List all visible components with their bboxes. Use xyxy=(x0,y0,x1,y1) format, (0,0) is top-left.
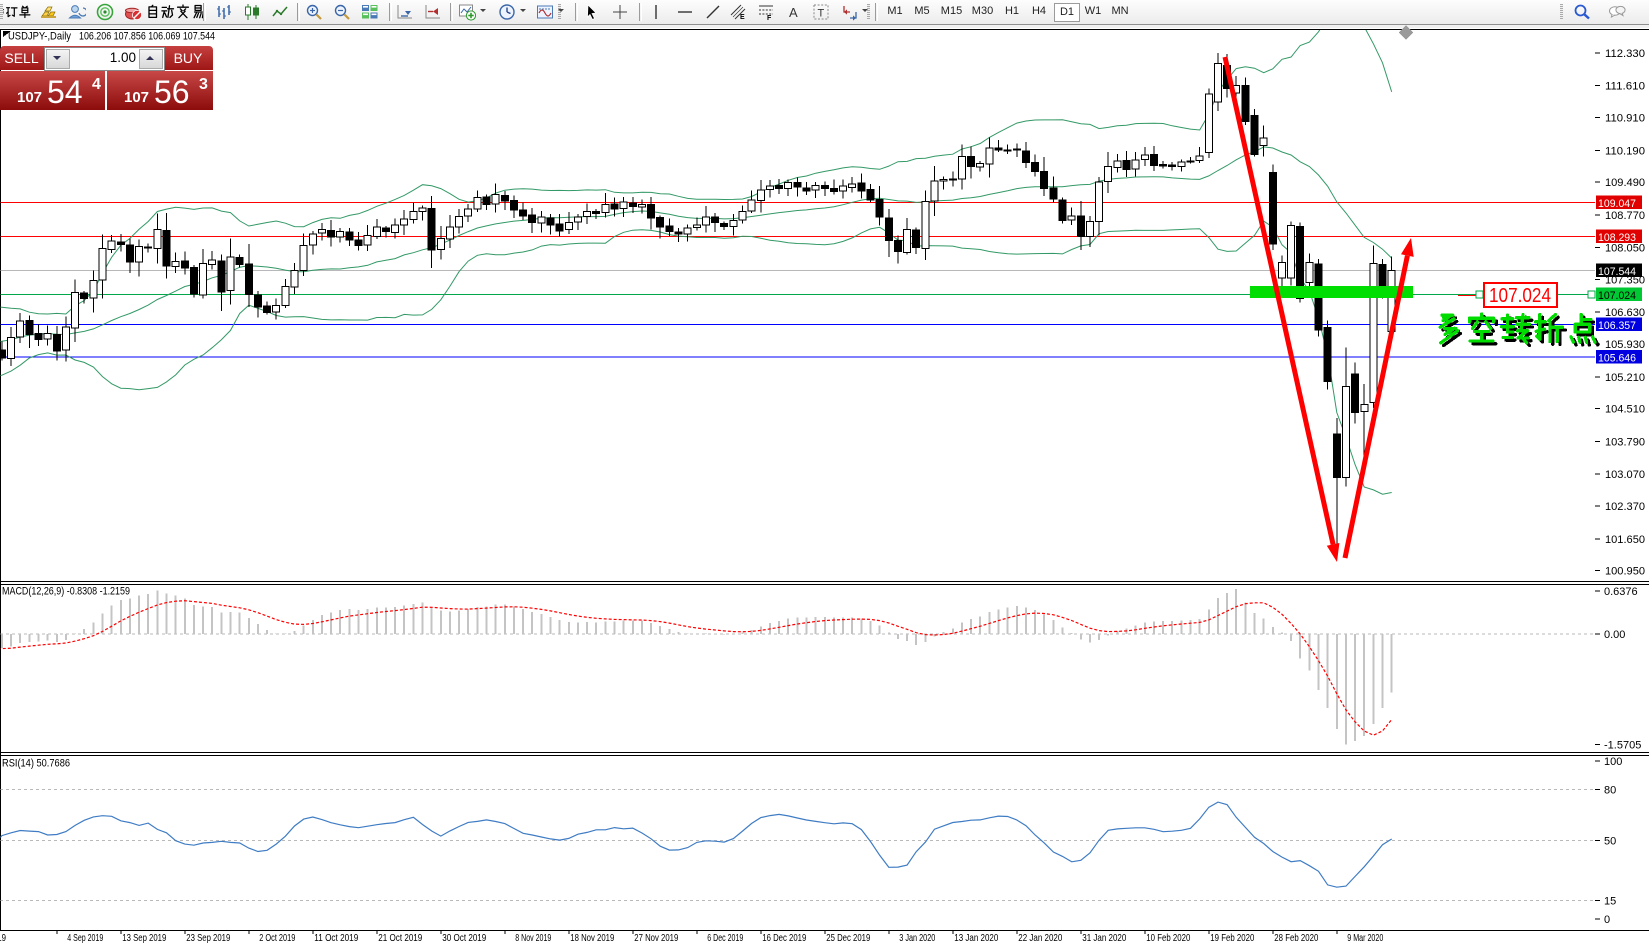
svg-text:13 Jan 2020: 13 Jan 2020 xyxy=(954,932,998,944)
svg-text:50: 50 xyxy=(1604,836,1616,848)
svg-text:107.024: 107.024 xyxy=(1598,290,1636,302)
svg-text:16 Dec 2019: 16 Dec 2019 xyxy=(762,932,806,944)
svg-text:101.650: 101.650 xyxy=(1605,534,1645,546)
svg-text:107.024: 107.024 xyxy=(1489,285,1551,307)
svg-text:108.050: 108.050 xyxy=(1605,243,1645,255)
svg-text:105.930: 105.930 xyxy=(1605,339,1645,351)
svg-text:19 Feb 2020: 19 Feb 2020 xyxy=(1210,932,1254,944)
svg-text:13 Sep 2019: 13 Sep 2019 xyxy=(122,932,166,944)
svg-text:110.910: 110.910 xyxy=(1605,113,1645,125)
svg-text:111.610: 111.610 xyxy=(1605,81,1645,93)
svg-text:T: T xyxy=(818,8,825,20)
svg-text:31 Jan 2020: 31 Jan 2020 xyxy=(1082,932,1126,944)
svg-text:100.950: 100.950 xyxy=(1605,566,1645,578)
svg-text:RSI(14) 50.7686: RSI(14) 50.7686 xyxy=(2,758,70,770)
svg-text:104.510: 104.510 xyxy=(1605,404,1645,416)
svg-text:106.630: 106.630 xyxy=(1605,307,1645,319)
svg-text:4 Sep 2019: 4 Sep 2019 xyxy=(67,932,103,944)
svg-text:0.6376: 0.6376 xyxy=(1604,586,1638,598)
svg-text:109.490: 109.490 xyxy=(1605,177,1645,189)
svg-text:A: A xyxy=(789,5,798,20)
svg-text:106.206 107.856 106.069 107.54: 106.206 107.856 106.069 107.544 xyxy=(79,31,215,43)
svg-text:F: F xyxy=(767,15,772,21)
svg-text:110.190: 110.190 xyxy=(1605,145,1645,157)
svg-text:27 Nov 2019: 27 Nov 2019 xyxy=(634,932,678,944)
svg-text:102.370: 102.370 xyxy=(1605,501,1645,513)
svg-text:USDJPY-,Daily: USDJPY-,Daily xyxy=(8,31,71,43)
svg-text:103.790: 103.790 xyxy=(1605,436,1645,448)
svg-text:80: 80 xyxy=(1604,785,1616,797)
svg-text:21 Oct 2019: 21 Oct 2019 xyxy=(378,932,422,944)
svg-text:28 Feb 2020: 28 Feb 2020 xyxy=(1274,932,1318,944)
svg-text:105.210: 105.210 xyxy=(1605,372,1645,384)
svg-text:10 Feb 2020: 10 Feb 2020 xyxy=(1146,932,1190,944)
svg-text:30 Oct 2019: 30 Oct 2019 xyxy=(442,932,486,944)
svg-text:15: 15 xyxy=(1604,895,1616,907)
svg-text:105.646: 105.646 xyxy=(1598,353,1636,365)
svg-text:26 Aug 2019: 26 Aug 2019 xyxy=(0,932,6,944)
svg-text:23 Sep 2019: 23 Sep 2019 xyxy=(186,932,230,944)
svg-text:107.350: 107.350 xyxy=(1605,275,1645,287)
svg-text:112.330: 112.330 xyxy=(1605,48,1645,60)
svg-text:11 Oct 2019: 11 Oct 2019 xyxy=(314,932,358,944)
svg-text:8 Nov 2019: 8 Nov 2019 xyxy=(515,932,551,944)
svg-text:109.047: 109.047 xyxy=(1598,198,1636,210)
svg-text:107.544: 107.544 xyxy=(1598,266,1636,278)
svg-text:0: 0 xyxy=(1604,914,1610,926)
svg-text:22 Jan 2020: 22 Jan 2020 xyxy=(1018,932,1062,944)
svg-text:103.070: 103.070 xyxy=(1605,469,1645,481)
svg-text:108.770: 108.770 xyxy=(1605,210,1645,222)
svg-text:106.357: 106.357 xyxy=(1598,320,1636,332)
svg-text:25 Dec 2019: 25 Dec 2019 xyxy=(826,932,870,944)
svg-text:2 Oct 2019: 2 Oct 2019 xyxy=(259,932,295,944)
svg-text:6 Dec 2019: 6 Dec 2019 xyxy=(707,932,743,944)
svg-text:18 Nov 2019: 18 Nov 2019 xyxy=(570,932,614,944)
svg-text:0.00: 0.00 xyxy=(1604,629,1625,641)
svg-text:E: E xyxy=(740,14,745,21)
svg-text:100: 100 xyxy=(1604,756,1622,768)
svg-text:9 Mar 2020: 9 Mar 2020 xyxy=(1347,932,1383,944)
svg-text:-1.5705: -1.5705 xyxy=(1604,739,1641,751)
svg-text:3 Jan 2020: 3 Jan 2020 xyxy=(899,932,935,944)
svg-text:108.293: 108.293 xyxy=(1598,232,1636,244)
svg-text:MACD(12,26,9) -0.8308 -1.2159: MACD(12,26,9) -0.8308 -1.2159 xyxy=(2,586,130,598)
